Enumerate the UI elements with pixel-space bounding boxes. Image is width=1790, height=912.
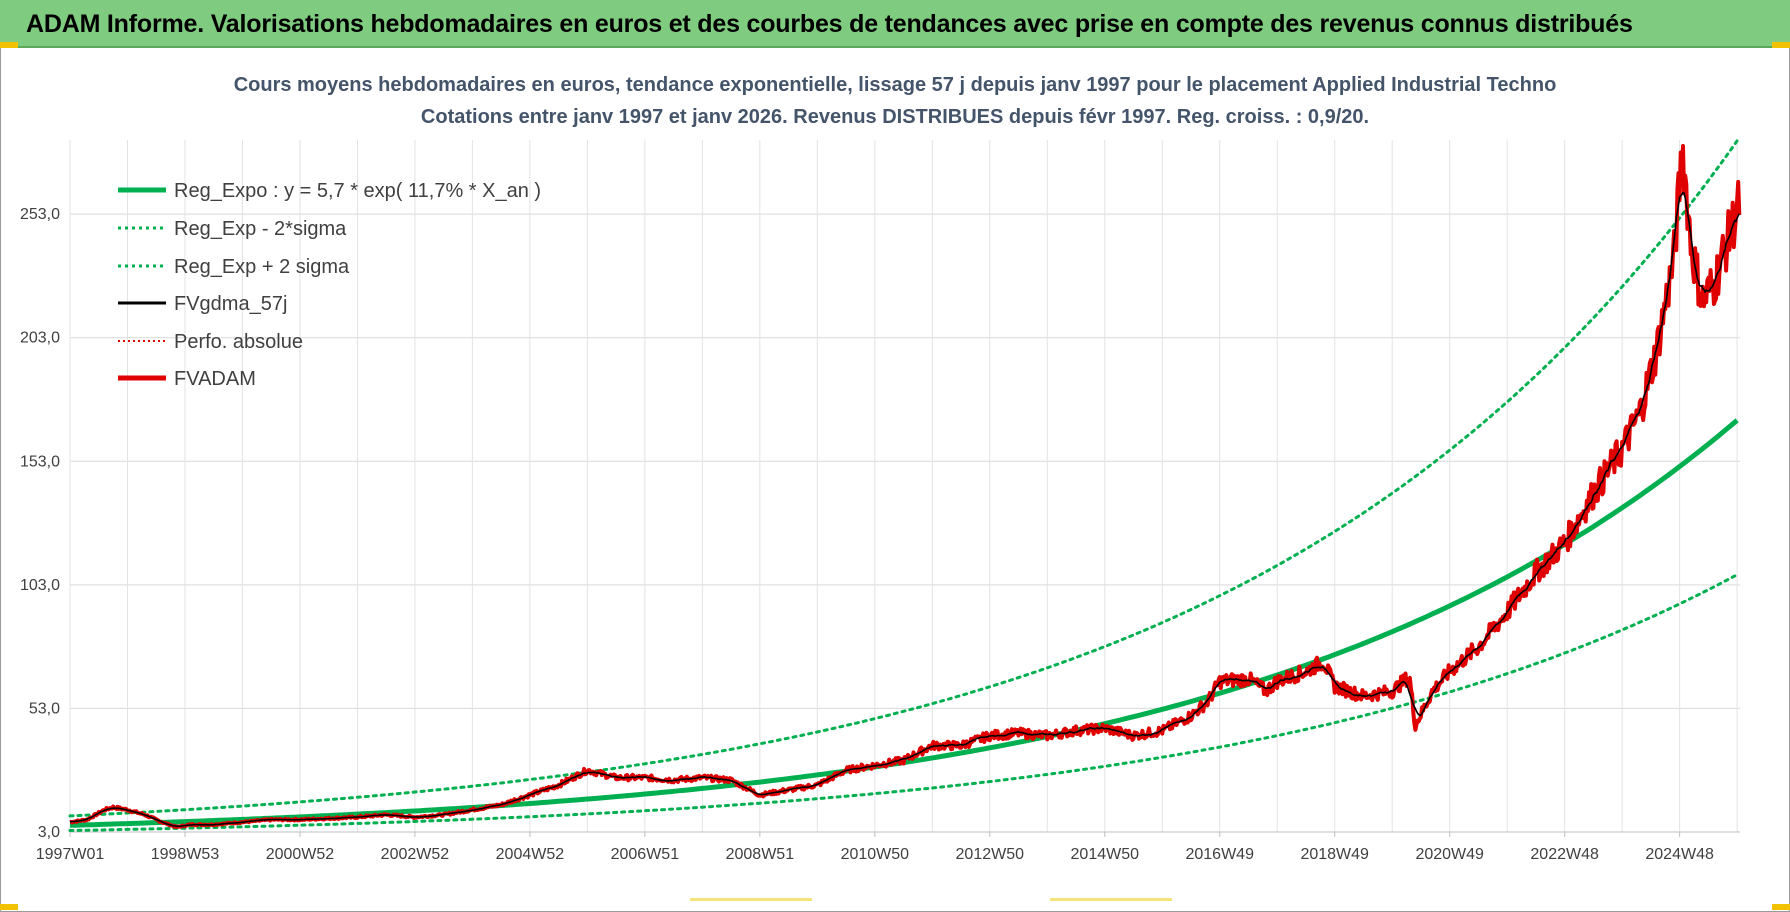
- y-tick-label: 203,0: [20, 330, 60, 347]
- x-tick-label: 2014W50: [1071, 846, 1140, 863]
- chart-subtitle: Cotations entre janv 1997 et janv 2026. …: [421, 106, 1369, 128]
- x-tick-label: 2006W51: [611, 846, 680, 863]
- x-tick-label: 2018W49: [1300, 846, 1369, 863]
- report-title: ADAM Informe. Valorisations hebdomadaire…: [26, 10, 1633, 38]
- corner-marker: [1772, 904, 1790, 910]
- series-fvgdma: [69, 191, 1741, 828]
- series-layer: [68, 139, 1742, 832]
- corner-marker: [1772, 42, 1790, 48]
- legend-label-perf: Perfo. absolue: [174, 331, 303, 353]
- x-tick-label: 2000W52: [266, 846, 335, 863]
- x-tick-label: 2020W49: [1415, 846, 1484, 863]
- y-tick-label: 3,0: [38, 824, 60, 841]
- chart-title: Cours moyens hebdomadaires en euros, ten…: [234, 74, 1557, 96]
- x-tick-label: 2012W50: [956, 846, 1025, 863]
- legend-label-trend: Reg_Expo : y = 5,7 * exp( 11,7% * X_an ): [174, 180, 541, 202]
- corner-marker: [0, 904, 18, 910]
- series-fvadam: [69, 144, 1742, 829]
- y-tick-label: 253,0: [20, 206, 60, 223]
- bottom-accent: [1050, 898, 1172, 901]
- x-tick-label: 2024W48: [1645, 846, 1714, 863]
- x-tick-label: 1997W01: [36, 846, 105, 863]
- y-tick-label: 153,0: [20, 453, 60, 470]
- x-axis: 1997W01 1998W53 2000W52 2002W52 2004W52 2006W…: [36, 832, 1714, 863]
- x-tick-label: 1998W53: [151, 846, 220, 863]
- y-tick-label: 53,0: [29, 700, 60, 717]
- x-tick-label: 2010W50: [841, 846, 910, 863]
- legend-label-upper: Reg_Exp + 2 sigma: [174, 256, 350, 278]
- series-lower-band: [68, 573, 1739, 832]
- bottom-accent: [690, 898, 812, 901]
- legend-label-lower: Reg_Exp - 2*sigma: [174, 218, 347, 240]
- x-tick-label: 2002W52: [381, 846, 450, 863]
- valuation-chart: 3,0 53,0 103,0 153,0 203,0 253,0 1997W01 1998W…: [20, 74, 1742, 863]
- x-tick-label: 2016W49: [1185, 846, 1254, 863]
- report-banner: ADAM Informe. Valorisations hebdomadaire…: [0, 0, 1790, 48]
- corner-marker: [0, 42, 18, 48]
- legend-label-smooth: FVgdma_57j: [174, 293, 287, 315]
- series-upper-band: [68, 139, 1739, 818]
- x-tick-label: 2004W52: [496, 846, 565, 863]
- y-tick-label: 103,0: [20, 577, 60, 594]
- legend-label-fv: FVADAM: [174, 368, 256, 390]
- x-tick-label: 2008W51: [726, 846, 795, 863]
- legend: Reg_Expo : y = 5,7 * exp( 11,7% * X_an )…: [118, 180, 541, 390]
- y-axis: 3,0 53,0 103,0 153,0 203,0 253,0: [20, 206, 60, 841]
- grid: [69, 140, 1740, 833]
- x-tick-label: 2022W48: [1530, 846, 1599, 863]
